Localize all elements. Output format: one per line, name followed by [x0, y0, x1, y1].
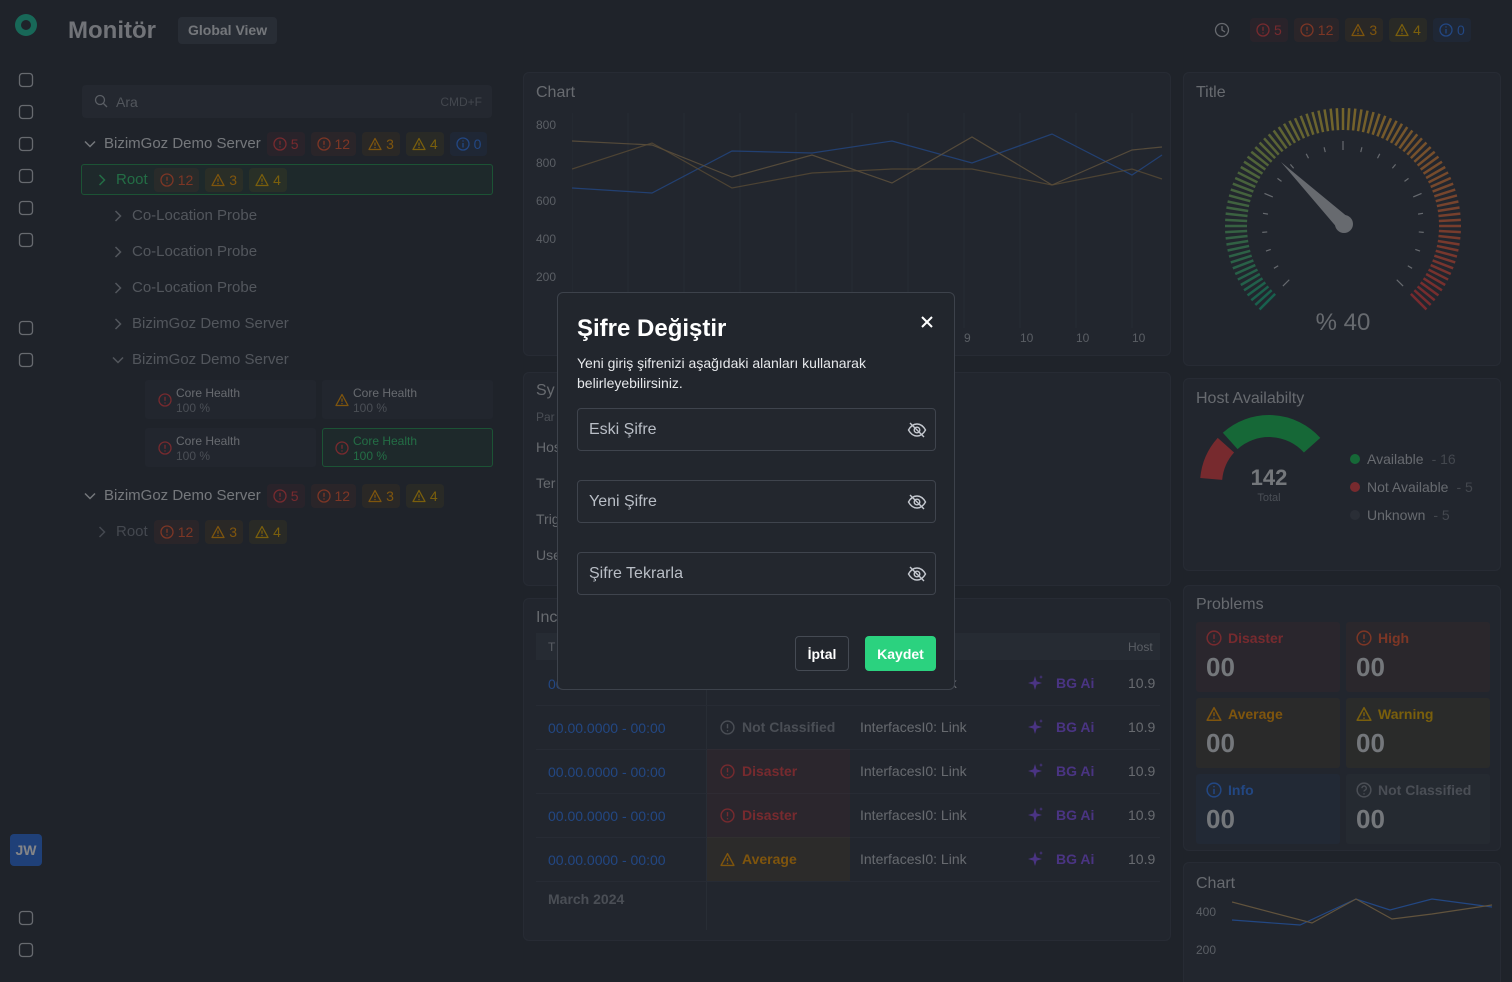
decoration [913, 426, 921, 434]
modal-description: Yeni giriş şifrenizi aşağıdaki alanları … [577, 355, 866, 391]
decoration [913, 498, 921, 506]
input-placeholder: Yeni Şifre [589, 493, 657, 510]
decoration [907, 567, 927, 581]
visibility-toggle[interactable] [907, 421, 927, 439]
decoration [913, 570, 921, 578]
password-input[interactable]: Yeni Şifre [577, 480, 936, 523]
visibility-toggle[interactable] [907, 565, 927, 583]
modal-title: Şifre Değiştir [577, 315, 727, 342]
input-placeholder: Şifre Tekrarla [589, 565, 683, 582]
decoration [909, 566, 925, 582]
password-input[interactable]: Eski Şifre [577, 408, 936, 451]
save-button[interactable]: Kaydet [865, 636, 936, 671]
close-button[interactable] [920, 315, 934, 329]
password-modal: Şifre Değiştir Yeni giriş şifrenizi aşağ… [557, 292, 955, 690]
decoration [909, 494, 925, 510]
password-input[interactable]: Şifre Tekrarla [577, 552, 936, 595]
visibility-toggle[interactable] [907, 493, 927, 511]
input-placeholder: Eski Şifre [589, 421, 657, 438]
decoration [909, 422, 925, 438]
decoration [907, 495, 927, 509]
decoration [907, 423, 927, 437]
cancel-button[interactable]: İptal [795, 636, 849, 671]
decoration [921, 316, 933, 328]
